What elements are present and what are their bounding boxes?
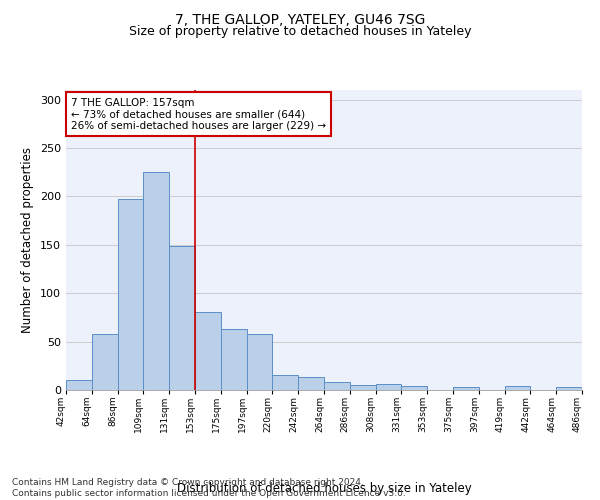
Text: Size of property relative to detached houses in Yateley: Size of property relative to detached ho…: [129, 25, 471, 38]
Bar: [324, 382, 350, 390]
Y-axis label: Number of detached properties: Number of detached properties: [22, 147, 34, 333]
Bar: [401, 386, 427, 390]
Bar: [195, 312, 221, 390]
Bar: [66, 380, 92, 390]
Text: Distribution of detached houses by size in Yateley: Distribution of detached houses by size …: [176, 482, 472, 495]
Bar: [272, 374, 298, 390]
Bar: [376, 384, 401, 390]
Bar: [505, 386, 530, 390]
Bar: [221, 329, 247, 390]
Bar: [118, 200, 143, 390]
Bar: [247, 334, 272, 390]
Bar: [453, 387, 479, 390]
Bar: [556, 387, 582, 390]
Text: 7, THE GALLOP, YATELEY, GU46 7SG: 7, THE GALLOP, YATELEY, GU46 7SG: [175, 12, 425, 26]
Text: Contains HM Land Registry data © Crown copyright and database right 2024.
Contai: Contains HM Land Registry data © Crown c…: [12, 478, 406, 498]
Bar: [350, 385, 376, 390]
Bar: [169, 246, 195, 390]
Bar: [143, 172, 169, 390]
Bar: [92, 334, 118, 390]
Bar: [298, 378, 324, 390]
Text: 7 THE GALLOP: 157sqm
← 73% of detached houses are smaller (644)
26% of semi-deta: 7 THE GALLOP: 157sqm ← 73% of detached h…: [71, 98, 326, 130]
